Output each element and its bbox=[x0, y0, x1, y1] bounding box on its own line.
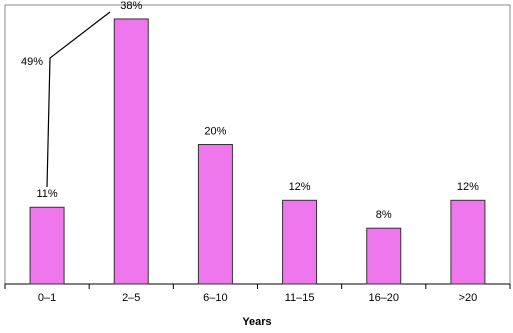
x-tick-label: 6–10 bbox=[203, 292, 227, 304]
plot-frame bbox=[4, 4, 511, 285]
value-label: 38% bbox=[120, 0, 142, 12]
x-axis-label: Years bbox=[242, 316, 271, 328]
x-tick-label: 16–20 bbox=[368, 292, 399, 304]
x-tick-label: 2–5 bbox=[122, 292, 140, 304]
bar bbox=[29, 206, 65, 285]
value-label: 8% bbox=[376, 209, 392, 221]
bar bbox=[366, 227, 402, 285]
annotation: 49% bbox=[21, 56, 43, 68]
x-tick-label: >20 bbox=[459, 292, 478, 304]
value-label: 20% bbox=[204, 125, 226, 137]
value-label: 12% bbox=[289, 181, 311, 193]
annotation-bracket bbox=[46, 11, 111, 188]
x-tick-label: 11–15 bbox=[285, 292, 315, 304]
bar bbox=[197, 144, 233, 285]
x-tick-label: 0–1 bbox=[38, 292, 56, 304]
bar bbox=[113, 18, 149, 285]
bar bbox=[282, 199, 318, 285]
value-label: 12% bbox=[457, 181, 479, 193]
bar bbox=[450, 199, 486, 285]
value-label: 11% bbox=[36, 188, 57, 200]
